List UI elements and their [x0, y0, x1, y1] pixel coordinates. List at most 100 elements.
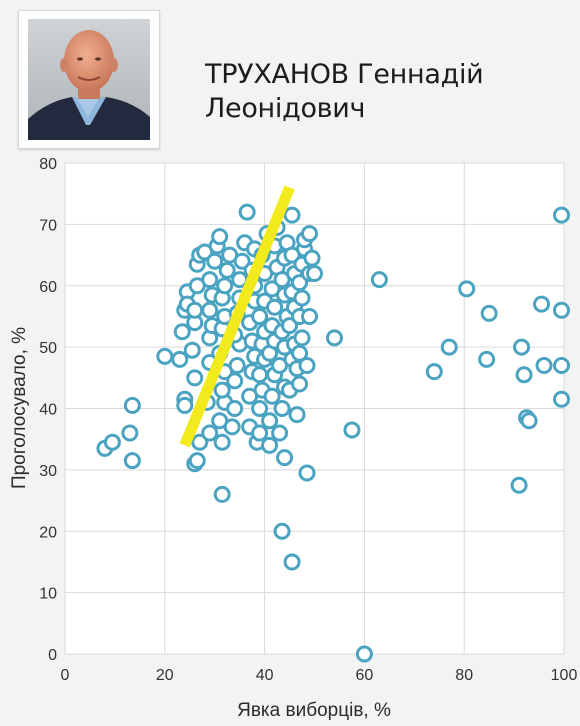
x-tick-label: 60 [356, 667, 374, 684]
y-tick-label: 40 [39, 402, 57, 419]
data-point [533, 295, 551, 313]
data-point [425, 363, 443, 381]
data-point [273, 522, 291, 540]
data-point [201, 424, 219, 442]
data-point [176, 396, 194, 414]
data-point [121, 424, 139, 442]
y-tick-label: 30 [39, 463, 57, 480]
data-point [228, 357, 246, 375]
candidate-name: ТРУХАНОВ Геннадій Леонідович [205, 58, 545, 126]
x-tick-labels: 0 20 40 60 80 100 [61, 667, 578, 684]
y-tick-label: 80 [39, 156, 57, 173]
data-point [458, 280, 476, 298]
data-point [261, 436, 279, 454]
x-tick-label: 80 [455, 667, 473, 684]
data-point [515, 366, 533, 384]
scatter-chart: 0 10 20 30 40 50 60 70 80 0 20 40 60 80 100 Явка вибо… [9, 156, 578, 721]
y-tick-label: 20 [39, 524, 57, 541]
data-point [301, 225, 319, 243]
data-point [478, 350, 496, 368]
data-point [273, 400, 291, 417]
y-tick-label: 10 [39, 586, 57, 603]
data-point [206, 252, 224, 270]
data-point [553, 357, 571, 375]
data-point [480, 304, 498, 322]
data-point [188, 452, 206, 470]
data-point [251, 366, 269, 384]
data-point [226, 400, 244, 417]
portrait-image [28, 19, 150, 140]
data-point [123, 452, 141, 470]
data-point [123, 396, 141, 414]
y-tick-label: 50 [39, 340, 57, 357]
data-point [103, 433, 121, 451]
data-point [553, 390, 571, 408]
data-point [226, 372, 244, 390]
data-point [223, 418, 241, 436]
y-tick-label: 0 [48, 647, 57, 664]
data-point [251, 307, 269, 325]
data-point [276, 449, 294, 467]
data-point [291, 375, 309, 393]
data-point [513, 338, 531, 356]
data-point [520, 412, 538, 430]
data-point [283, 206, 301, 224]
data-point [306, 264, 323, 282]
data-point [283, 553, 301, 571]
y-axis-label: Проголосувало, % [9, 327, 30, 489]
data-point [510, 476, 528, 494]
data-point [201, 271, 219, 289]
data-point [213, 381, 231, 399]
data-point [343, 421, 361, 439]
data-point [216, 277, 234, 295]
data-point [440, 338, 458, 356]
data-point [355, 645, 373, 663]
data-point [535, 357, 553, 375]
data-point [281, 317, 299, 335]
data-point [293, 289, 311, 307]
data-point [553, 206, 571, 224]
data-point [261, 412, 279, 430]
data-point [263, 387, 281, 405]
data-point [301, 307, 319, 325]
y-tick-label: 70 [39, 217, 57, 234]
data-point [213, 433, 231, 451]
data-point [238, 203, 256, 221]
x-tick-label: 20 [156, 667, 174, 684]
data-point [183, 341, 201, 359]
data-point [293, 329, 311, 347]
x-tick-label: 40 [256, 667, 274, 684]
data-point [186, 301, 204, 319]
data-point [288, 406, 306, 424]
data-point [266, 298, 284, 316]
data-point [201, 301, 219, 319]
candidate-photo [18, 10, 160, 149]
data-point [303, 249, 321, 267]
data-point [156, 347, 174, 365]
data-point [251, 400, 269, 417]
data-point [171, 350, 189, 368]
data-point [553, 301, 571, 319]
data-point [173, 323, 191, 341]
data-point [213, 485, 231, 503]
x-tick-label: 100 [551, 667, 578, 684]
data-point [325, 329, 343, 347]
data-point [370, 271, 388, 289]
data-point [218, 261, 236, 279]
trend-line [179, 185, 295, 448]
trend-line-group [179, 185, 295, 448]
data-point [291, 344, 309, 362]
data-point [191, 433, 209, 451]
data-point [233, 252, 251, 270]
data-point [298, 357, 316, 375]
data-point [271, 424, 289, 442]
data-point [298, 464, 316, 482]
data-point [186, 369, 204, 387]
x-tick-label: 0 [61, 667, 70, 684]
y-tick-labels: 0 10 20 30 40 50 60 70 80 [39, 156, 57, 664]
candidate-name-line1: ТРУХАНОВ Геннадій [205, 59, 484, 90]
x-axis-label: Явка виборців, % [237, 700, 391, 721]
data-point [291, 274, 309, 292]
data-point [211, 228, 229, 246]
candidate-name-line2: Леонідович [205, 93, 366, 124]
